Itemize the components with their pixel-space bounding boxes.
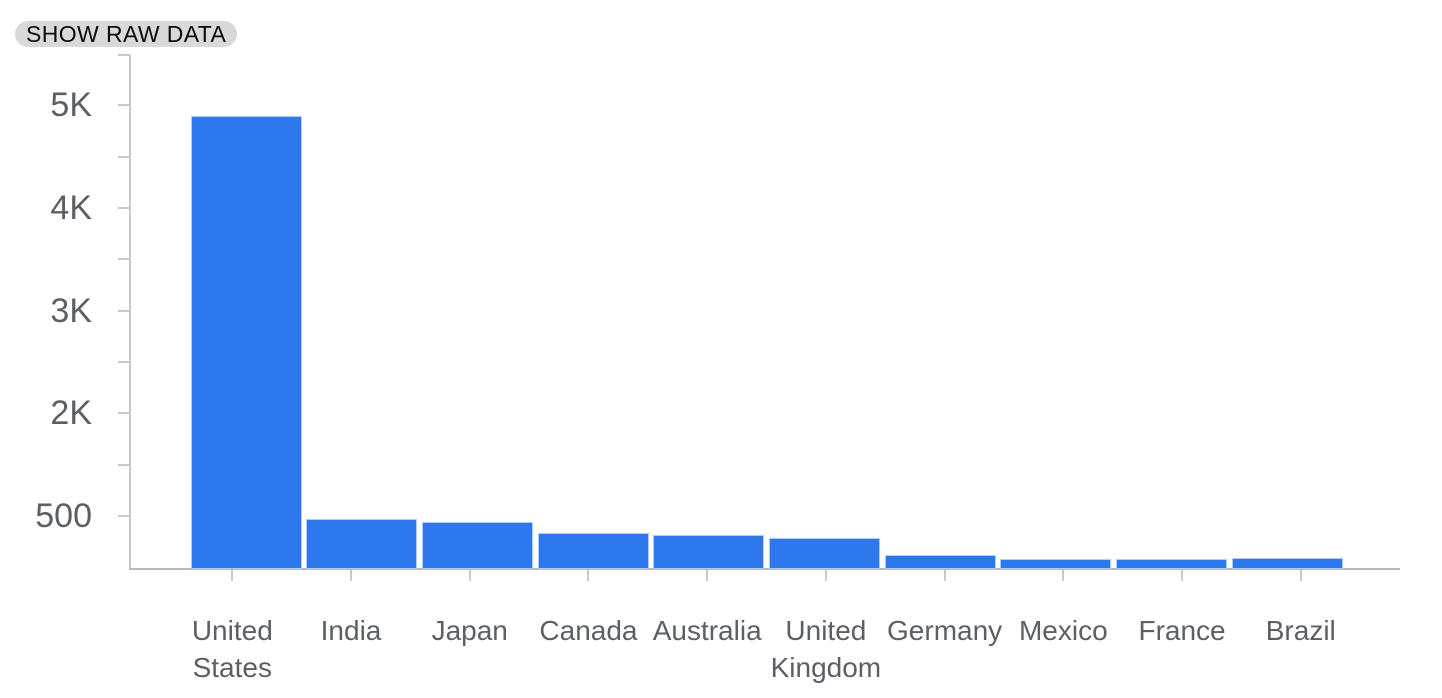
show-raw-data-button[interactable]: SHOW RAW DATA: [15, 21, 238, 47]
x-axis-tick: [350, 570, 353, 581]
x-axis-tick: [1181, 570, 1184, 581]
y-tick-label: 500: [35, 497, 92, 535]
y-axis-major-tick: [118, 412, 130, 414]
x-tick-label: Brazil: [1265, 615, 1336, 646]
bar-australia[interactable]: [653, 535, 765, 570]
bar-india[interactable]: [306, 519, 418, 570]
y-axis-major-tick: [118, 104, 130, 106]
y-tick-label: 4K: [50, 189, 92, 227]
x-tick-label: Japan: [431, 615, 508, 646]
x-tick-label: Germany: [887, 615, 1003, 646]
x-tick-label: Canada: [539, 615, 638, 646]
y-axis-line: [129, 55, 131, 570]
y-axis-minor-tick: [118, 360, 130, 363]
bar-canada[interactable]: [537, 533, 649, 570]
x-axis-line: [129, 568, 1400, 570]
x-axis-tick: [706, 570, 709, 581]
x-axis-tick: [824, 570, 827, 581]
x-axis-tick: [1062, 570, 1065, 581]
y-axis-major-tick: [118, 309, 130, 312]
x-tick-label: France: [1138, 615, 1226, 646]
x-tick-label: Mexico: [1018, 615, 1108, 646]
bar-japan[interactable]: [422, 522, 534, 570]
bar-brazil[interactable]: [1231, 558, 1343, 570]
x-axis-tick: [587, 570, 590, 581]
y-axis-minor-tick: [118, 155, 130, 158]
bar-united-states[interactable]: [190, 115, 302, 570]
x-axis-tick: [468, 570, 471, 581]
x-axis-tick: [1299, 570, 1302, 581]
x-tick-label: Australia: [652, 615, 762, 646]
x-tick-label: United States: [191, 615, 273, 683]
y-axis-minor-tick: [118, 463, 130, 466]
x-tick-label: United Kingdom: [770, 615, 882, 683]
y-tick-label: 5K: [50, 86, 92, 124]
y-axis-major-tick: [118, 515, 130, 517]
x-tick-label: India: [320, 615, 382, 646]
x-axis-tick: [231, 570, 234, 581]
y-axis-minor-tick: [118, 258, 130, 261]
y-axis-minor-tick: [118, 54, 130, 56]
y-tick-label: 2K: [50, 394, 92, 432]
bar-united-kingdom[interactable]: [769, 537, 880, 570]
y-tick-label: 3K: [50, 291, 92, 330]
x-axis-tick: [943, 570, 946, 581]
bar-germany[interactable]: [884, 554, 996, 570]
bar-mexico[interactable]: [1000, 559, 1112, 570]
bar-france[interactable]: [1115, 559, 1227, 570]
y-axis-major-tick: [118, 207, 130, 209]
